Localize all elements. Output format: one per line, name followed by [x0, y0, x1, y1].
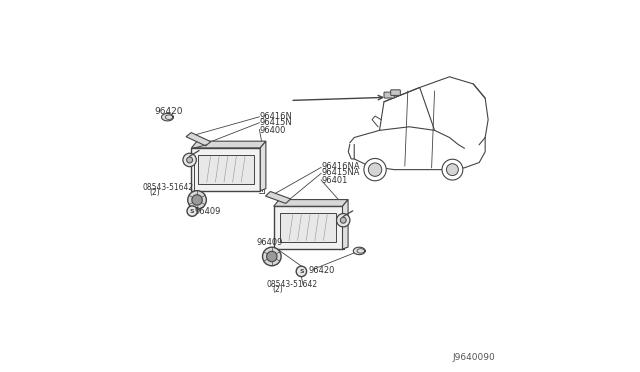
Text: J9640090: J9640090	[452, 353, 495, 362]
Circle shape	[262, 247, 281, 266]
Polygon shape	[280, 213, 336, 243]
Circle shape	[187, 206, 197, 217]
Text: S: S	[190, 209, 195, 214]
Text: 96416N: 96416N	[260, 112, 292, 121]
Polygon shape	[191, 148, 260, 190]
FancyBboxPatch shape	[390, 90, 401, 95]
Text: 96409: 96409	[195, 207, 221, 216]
Polygon shape	[342, 199, 348, 249]
Polygon shape	[186, 132, 211, 146]
Text: 96416NA: 96416NA	[321, 162, 360, 171]
Circle shape	[340, 217, 346, 223]
Polygon shape	[274, 206, 342, 249]
Text: 96401: 96401	[321, 176, 348, 185]
FancyBboxPatch shape	[384, 92, 394, 98]
Circle shape	[183, 153, 196, 167]
Circle shape	[369, 163, 381, 176]
Text: 96420: 96420	[309, 266, 335, 275]
Polygon shape	[260, 141, 266, 190]
Text: (2): (2)	[273, 285, 283, 294]
Text: 96400: 96400	[260, 126, 286, 135]
Circle shape	[188, 190, 206, 209]
Text: S: S	[299, 269, 304, 274]
Polygon shape	[274, 199, 348, 206]
Polygon shape	[191, 141, 266, 148]
Polygon shape	[353, 247, 365, 254]
Text: 08543-51642: 08543-51642	[266, 280, 317, 289]
Circle shape	[442, 159, 463, 180]
Text: 96415N: 96415N	[260, 118, 292, 126]
Polygon shape	[266, 192, 291, 203]
Text: (2): (2)	[149, 188, 159, 197]
Circle shape	[447, 164, 458, 176]
Circle shape	[187, 157, 193, 163]
Circle shape	[337, 214, 350, 227]
Circle shape	[267, 251, 277, 262]
Text: 96415NA: 96415NA	[321, 168, 360, 177]
Polygon shape	[198, 155, 253, 184]
Text: 96409: 96409	[257, 238, 283, 247]
Polygon shape	[161, 113, 173, 121]
Text: 96420: 96420	[154, 107, 183, 116]
Circle shape	[364, 158, 386, 181]
Circle shape	[192, 195, 202, 205]
Circle shape	[296, 266, 307, 277]
Text: 08543-51642: 08543-51642	[142, 183, 193, 192]
